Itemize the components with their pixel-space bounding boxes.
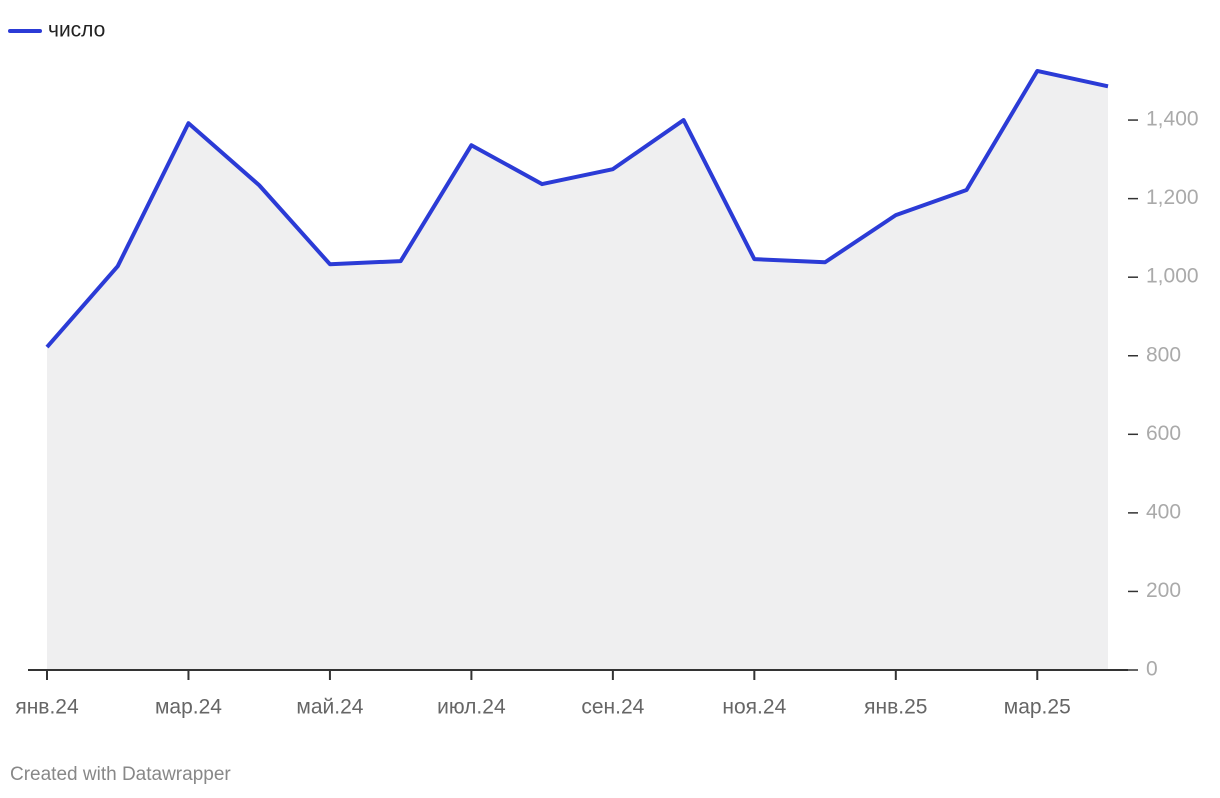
x-tick-label: мар.24 bbox=[155, 696, 222, 719]
x-tick-label: янв.24 bbox=[15, 696, 79, 719]
y-tick-label: 400 bbox=[1146, 500, 1181, 523]
x-tick-label: май.24 bbox=[296, 696, 363, 719]
x-tick-label: мар.25 bbox=[1004, 696, 1071, 719]
area bbox=[47, 70, 1108, 670]
legend-label: число bbox=[48, 19, 105, 42]
credit: Created with Datawrapper bbox=[10, 764, 231, 785]
line bbox=[45, 68, 1109, 349]
x-tick-label: янв.25 bbox=[864, 696, 927, 719]
y-tick-label: 1,200 bbox=[1146, 186, 1199, 209]
y-tick-label: 800 bbox=[1146, 343, 1181, 366]
y-tick-label: 600 bbox=[1146, 422, 1181, 445]
x-tick-label: сен.24 bbox=[581, 696, 644, 719]
x-tick-label: ноя.24 bbox=[722, 696, 786, 719]
y-tick-label: 1,400 bbox=[1146, 108, 1199, 131]
y-tick-label: 1,000 bbox=[1146, 265, 1199, 288]
y-tick-label: 0 bbox=[1146, 658, 1158, 681]
y-tick-label: 200 bbox=[1146, 579, 1181, 602]
x-tick-label: июл.24 bbox=[437, 696, 506, 719]
